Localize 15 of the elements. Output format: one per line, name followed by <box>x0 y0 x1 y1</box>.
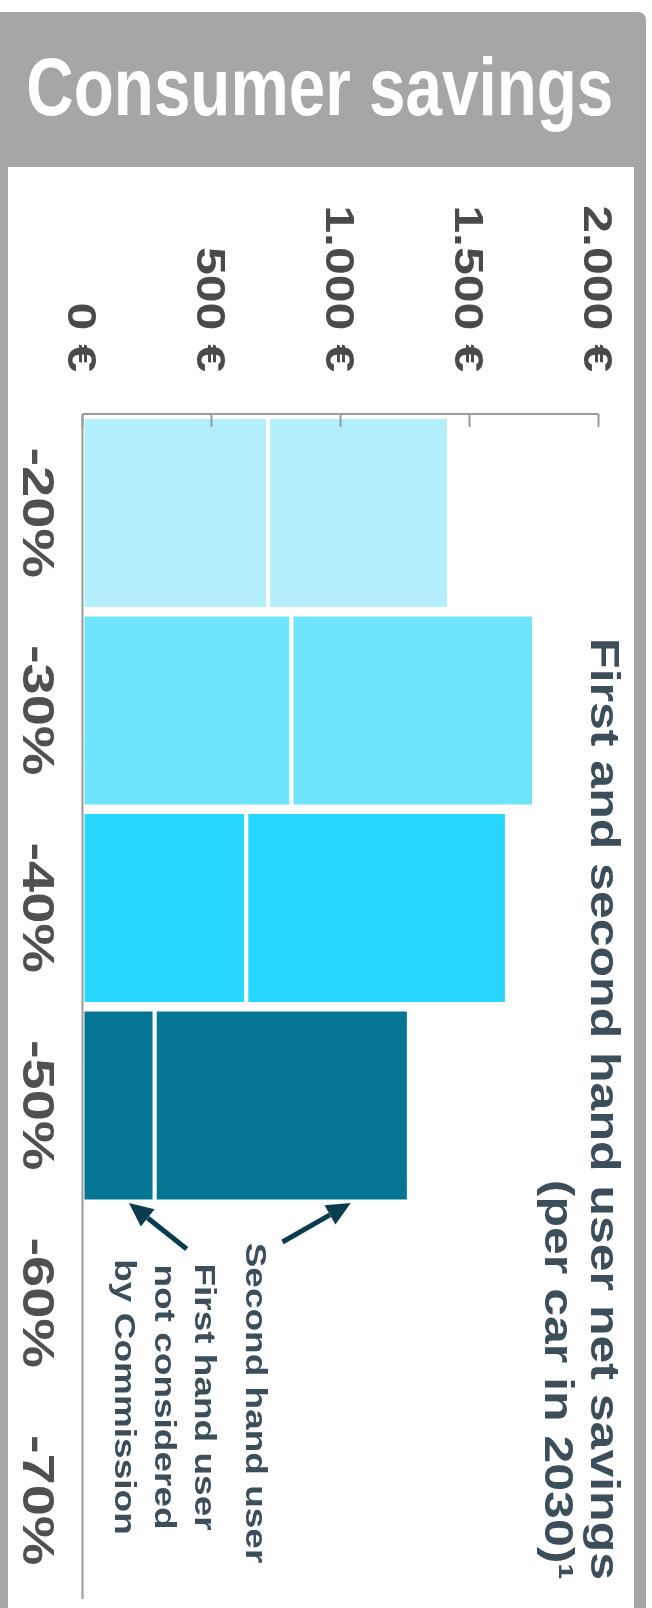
x-tick-label: 0 € <box>59 302 105 372</box>
y-tick-label: -40% <box>13 842 64 974</box>
y-tick-label: -50% <box>13 1039 64 1171</box>
y-tick-label: -60% <box>13 1237 64 1369</box>
y-tick-label: -20% <box>13 447 64 579</box>
chart-title: Consumer savings <box>26 40 614 132</box>
y-tick-label: -70% <box>13 1434 64 1566</box>
x-tick-label: 1.500 € <box>446 205 492 372</box>
x-tick-label: 2.000 € <box>575 205 621 372</box>
text: First and second hand user net savings (per car in 2030)¹ <box>535 637 627 1580</box>
annotation: Second hand user <box>239 1242 273 1564</box>
y-tick-label: -30% <box>13 644 64 776</box>
x-tick-label: 1.000 € <box>317 205 363 372</box>
x-tick-label: 500 € <box>188 246 234 372</box>
annotation: First hand user not considered by Commission <box>108 1259 222 1535</box>
